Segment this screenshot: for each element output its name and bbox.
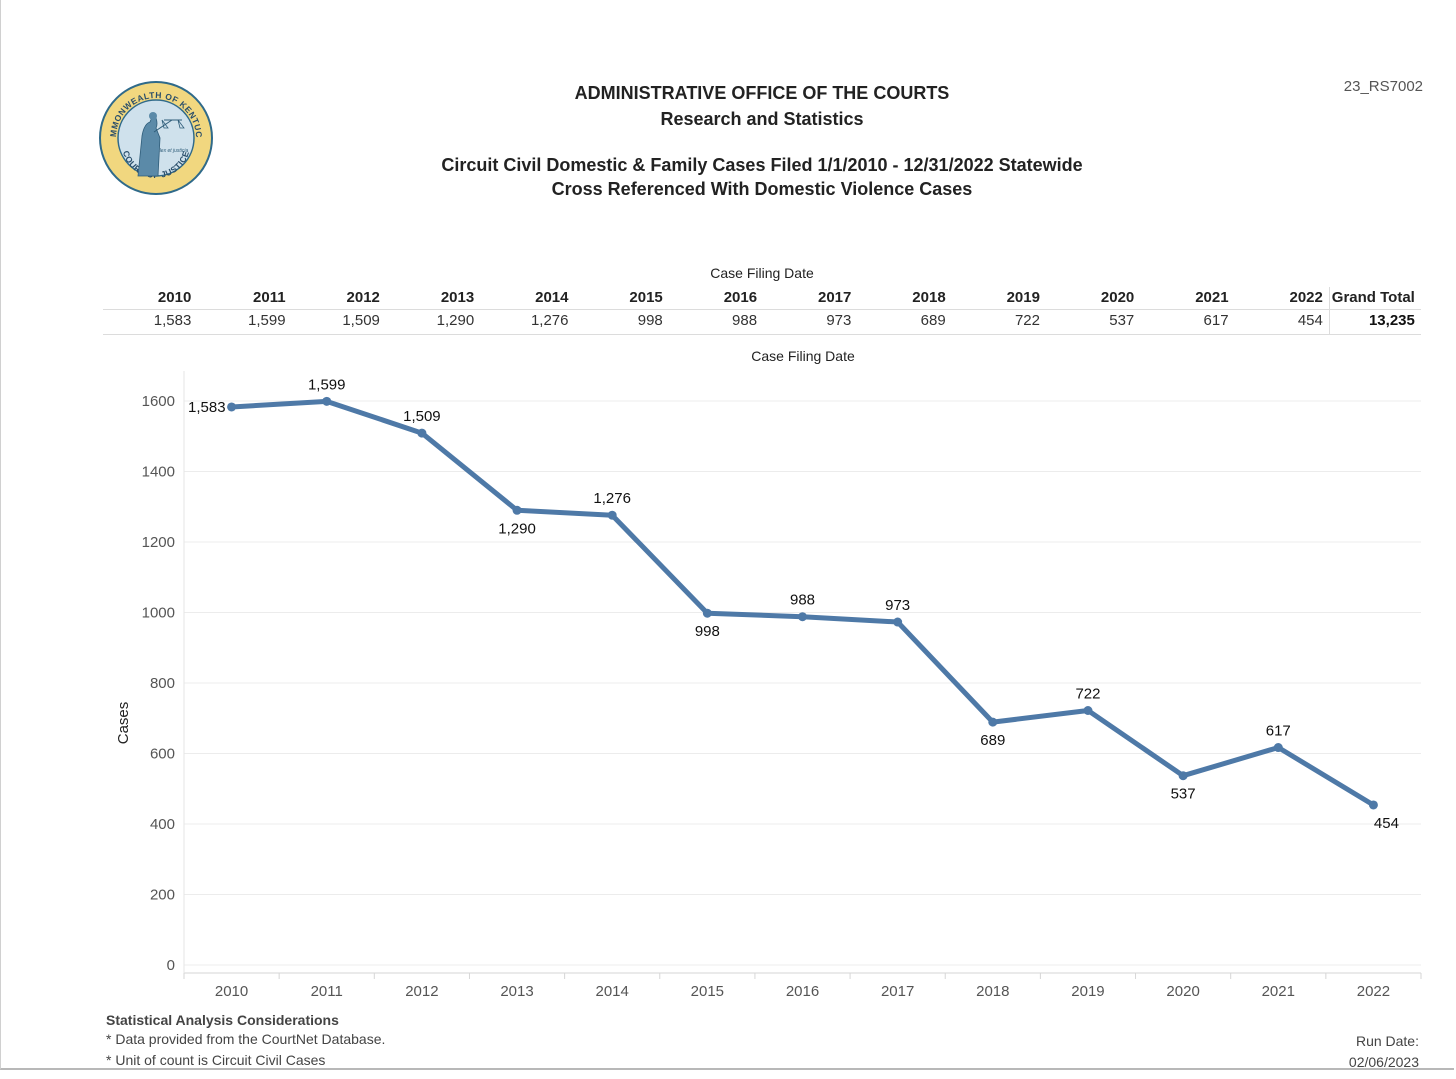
x-tick-label: 2015 (691, 983, 724, 1000)
x-tick-label: 2014 (596, 983, 629, 1000)
y-tick-label: 200 (150, 887, 175, 904)
data-point (798, 612, 807, 622)
x-tick-label: 2011 (311, 983, 343, 1000)
y-axis-title: Cases (115, 702, 132, 745)
data-label: 1,583 (188, 399, 226, 416)
header-cell: 2019 (1006, 289, 1040, 306)
run-date-value: 02/06/2023 (1348, 1054, 1419, 1070)
data-label: 988 (790, 592, 815, 609)
value-cell: 1,583 (153, 312, 192, 329)
footer-note: * Data provided from the CourtNet Databa… (106, 1031, 386, 1047)
data-label: 689 (980, 732, 1005, 749)
data-point (322, 396, 332, 406)
value-cell: 973 (826, 312, 852, 329)
chart-title: Case Filing Date (751, 348, 855, 364)
header-cell: 2015 (629, 289, 663, 306)
x-tick-label: 2021 (1262, 983, 1295, 1000)
value-cell: 1,509 (342, 312, 380, 329)
x-tick-label: 2012 (405, 983, 438, 1000)
value-cell: 537 (1109, 312, 1135, 329)
header-cell: 2016 (723, 289, 758, 306)
data-label: 1,276 (593, 490, 631, 507)
value-cell: 988 (732, 312, 758, 329)
header-cell: 2011 (253, 289, 286, 306)
seal-motto: lex et justicia (160, 148, 189, 154)
data-point (607, 510, 617, 520)
value-cell: 722 (1014, 312, 1040, 329)
data-point (1368, 800, 1378, 810)
x-tick-label: 2022 (1357, 983, 1390, 1000)
x-tick-label: 2010 (215, 983, 248, 1000)
value-cell: 1,276 (530, 312, 569, 329)
dept-title: Research and Statistics (660, 109, 864, 129)
court-seal-logo: COMMONWEALTH OF KENTUCKY COURT OF JUSTIC… (98, 80, 213, 195)
grand-total-header: Grand Total (1328, 287, 1421, 309)
footer-note: * Unit of count is Circuit Civil Cases (106, 1052, 326, 1068)
report-id: 23_RS7002 (1343, 78, 1423, 95)
data-point (1273, 743, 1283, 753)
header-cell: 2013 (440, 289, 475, 306)
data-point (417, 428, 427, 438)
data-point (988, 717, 998, 727)
y-tick-label: 0 (167, 957, 175, 974)
data-point (512, 505, 522, 515)
x-tick-label: 2016 (786, 983, 819, 1000)
value-cell: 1,290 (436, 312, 475, 329)
y-tick-label: 800 (150, 675, 175, 692)
data-label: 998 (695, 623, 720, 640)
data-label: 722 (1075, 685, 1100, 702)
report-subtitle: Cross Referenced With Domestic Violence … (551, 179, 973, 199)
line-chart: 0 200 400 600 800 1000 1200 1400 1600 Cases 2010 20… (115, 371, 1422, 1000)
summary-header-row: 2010 2011 2012 2013 2014 2015 2016 2017 … (103, 287, 1421, 309)
value-cell: 689 (920, 312, 946, 329)
header-cell: 2021 (1195, 289, 1229, 306)
justice-figure-icon (137, 112, 185, 177)
y-tick-label: 1200 (142, 534, 175, 551)
x-tick-label: 2019 (1071, 983, 1104, 1000)
y-tick-label: 1600 (142, 393, 175, 410)
data-point (227, 402, 237, 412)
y-tick-label: 1000 (142, 605, 175, 622)
value-cell: 617 (1203, 312, 1229, 329)
data-label: 973 (885, 597, 910, 614)
data-point (893, 617, 903, 627)
report-title: Circuit Civil Domestic & Family Cases Fi… (441, 155, 1083, 175)
y-tick-label: 400 (150, 816, 175, 833)
grand-total-value: 13,235 (1328, 310, 1421, 334)
data-label: 537 (1171, 786, 1196, 803)
header-cell: 2012 (346, 289, 380, 306)
header-cell: 2014 (535, 289, 569, 306)
value-cell: 998 (637, 312, 663, 329)
value-cell: 454 (1297, 312, 1323, 329)
summary-values-row: 1,583 1,599 1,509 1,290 1,276 998 988 97… (103, 309, 1421, 335)
y-tick-label: 600 (150, 746, 175, 763)
value-cell: 1,599 (248, 312, 286, 329)
data-point (702, 608, 712, 618)
x-tick-label: 2020 (1166, 983, 1199, 1000)
data-point (1083, 705, 1093, 715)
run-date-label: Run Date: (1355, 1033, 1419, 1049)
data-label: 1,599 (308, 376, 346, 393)
x-tick-label: 2017 (881, 983, 914, 1000)
data-label: 1,509 (403, 408, 441, 425)
x-tick-label: 2018 (976, 983, 1009, 1000)
header-cell: 2018 (912, 289, 946, 306)
y-tick-label: 1400 (142, 464, 175, 481)
data-label: 1,290 (498, 520, 536, 537)
header-cell: 2020 (1100, 289, 1135, 306)
header-cell: 2010 (157, 289, 192, 306)
data-point (1178, 771, 1188, 781)
footer-title: Statistical Analysis Considerations (106, 1012, 339, 1028)
summary-table-caption: Case Filing Date (710, 265, 814, 281)
org-title: ADMINISTRATIVE OFFICE OF THE COURTS (574, 83, 950, 103)
header-cell: 2022 (1289, 289, 1323, 306)
header-cell: 2017 (818, 289, 852, 306)
x-tick-label: 2013 (500, 983, 533, 1000)
data-label: 617 (1266, 723, 1291, 740)
data-label: 454 (1374, 815, 1399, 832)
